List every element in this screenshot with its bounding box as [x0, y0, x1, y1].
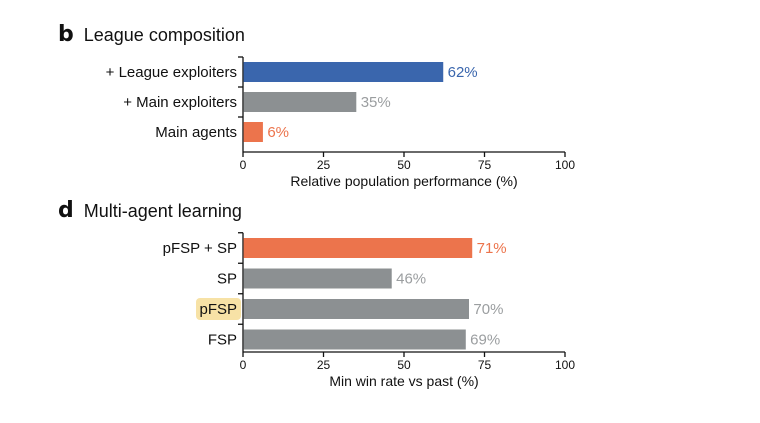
- x-tick-label: 50: [397, 158, 411, 172]
- x-tick-label: 75: [478, 158, 492, 172]
- category-label: pFSP: [199, 301, 237, 318]
- category-label: FSP: [208, 332, 237, 349]
- value-label: 69%: [470, 332, 500, 349]
- value-label: 70%: [473, 301, 503, 318]
- x-tick-label: 50: [397, 358, 411, 372]
- value-label: 6%: [267, 124, 289, 141]
- x-tick-label: 0: [240, 358, 247, 372]
- panel-b-title: League composition: [83, 25, 245, 45]
- bar: [243, 238, 473, 258]
- panel-d-letter: d: [58, 198, 74, 223]
- panel-b-header: b League composition: [58, 22, 245, 47]
- x-tick-label: 75: [478, 358, 492, 372]
- panel-d-header: d Multi-agent learning: [58, 198, 242, 223]
- x-axis-title: Relative population performance (%): [290, 173, 517, 189]
- category-label: Main agents: [155, 124, 237, 141]
- category-label: + Main exploiters: [123, 94, 237, 111]
- category-label: pFSP + SP: [163, 240, 237, 257]
- panel-d: d Multi-agent learning pFSP + SP 71% SP 46%…: [0, 196, 760, 416]
- panel-b: b League composition + League exploiters…: [0, 0, 760, 200]
- value-label: 71%: [477, 240, 507, 257]
- x-tick-label: 100: [555, 358, 575, 372]
- x-axis-title: Min win rate vs past (%): [329, 373, 478, 389]
- multi-agent-learning-chart: pFSP + SP 71% SP 46% pFSP 70% FSP 69% 0 25 50 75 100…: [163, 232, 575, 389]
- bar: [243, 62, 444, 82]
- value-label: 62%: [448, 64, 478, 81]
- bar: [243, 268, 392, 289]
- value-label: 46%: [396, 271, 426, 288]
- category-label: SP: [217, 271, 237, 288]
- bar: [243, 122, 263, 142]
- value-label: 35%: [361, 94, 391, 111]
- x-tick-label: 0: [240, 158, 247, 172]
- bar: [243, 92, 357, 112]
- bar: [243, 299, 469, 319]
- panel-b-letter: b: [58, 22, 74, 47]
- x-tick-label: 100: [555, 158, 575, 172]
- category-highlight: [196, 298, 241, 320]
- league-composition-chart: + League exploiters 62% + Main exploiters 3…: [106, 56, 575, 189]
- x-tick-label: 25: [317, 158, 331, 172]
- bar: [243, 329, 466, 350]
- x-tick-label: 25: [317, 358, 331, 372]
- panel-d-title: Multi-agent learning: [83, 201, 242, 221]
- category-label: + League exploiters: [106, 64, 237, 81]
